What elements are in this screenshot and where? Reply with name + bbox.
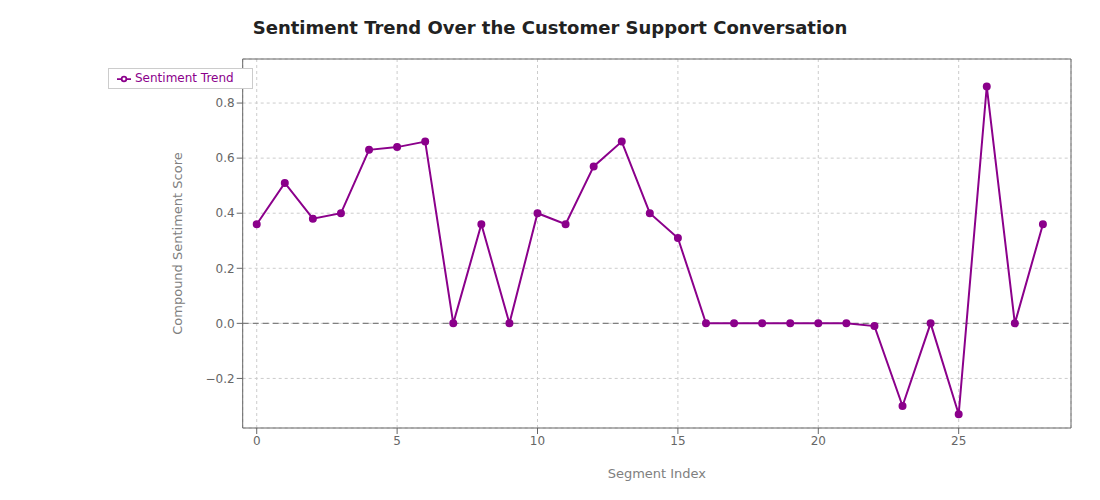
svg-text:0.8: 0.8	[216, 96, 235, 110]
svg-text:15: 15	[670, 434, 685, 448]
svg-text:−0.2: −0.2	[206, 372, 235, 386]
svg-text:5: 5	[393, 434, 401, 448]
svg-text:10: 10	[530, 434, 545, 448]
html-text:Sentiment Trend Over the Custo: Sentiment Trend Over the Customer Suppor…	[252, 17, 848, 38]
svg-text:20: 20	[811, 434, 826, 448]
html-text:Sentiment Trend: Sentiment Trend	[135, 71, 234, 85]
svg-text:Compound Sentiment Score: Compound Sentiment Score	[170, 152, 185, 335]
svg-text:Segment Index: Segment Index	[608, 466, 707, 481]
svg-text:0.6: 0.6	[216, 151, 235, 165]
svg-text:0.2: 0.2	[216, 262, 235, 276]
svg-text:25: 25	[951, 434, 966, 448]
svg-text:0.4: 0.4	[216, 206, 235, 220]
svg-text:0.0: 0.0	[216, 317, 235, 331]
svg-text:0: 0	[253, 434, 261, 448]
